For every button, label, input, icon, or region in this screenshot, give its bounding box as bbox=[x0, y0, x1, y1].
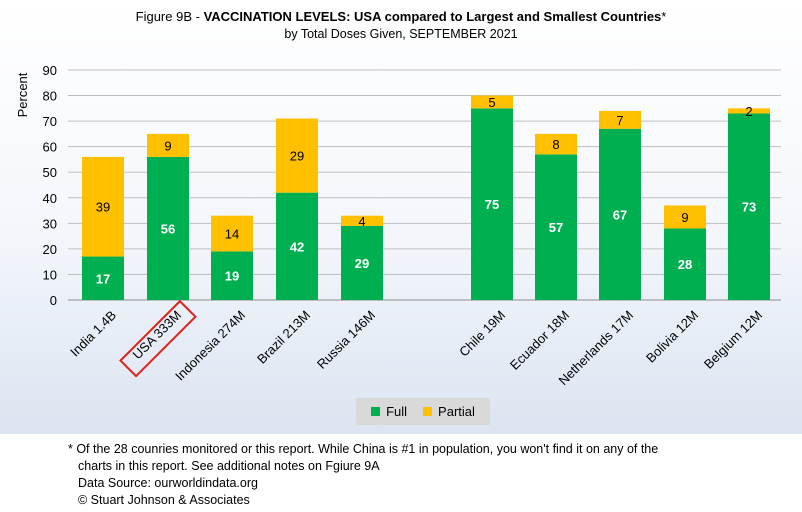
category-label: Russia 146M bbox=[314, 308, 378, 372]
data-label-full: 17 bbox=[96, 271, 110, 286]
bar-partial bbox=[599, 110, 641, 129]
y-tick-label: 60 bbox=[43, 140, 57, 155]
category-label: India 1.4B bbox=[67, 308, 119, 360]
chart-subtitle: by Total Doses Given, SEPTEMBER 2021 bbox=[284, 27, 518, 41]
bar-partial bbox=[535, 133, 577, 155]
legend-item-full: Full bbox=[371, 404, 407, 419]
data-label-partial: 4 bbox=[358, 214, 365, 229]
data-label-partial: 9 bbox=[164, 138, 171, 153]
y-axis-label: Percent bbox=[15, 72, 30, 117]
bar-full bbox=[82, 256, 124, 300]
y-tick-label: 80 bbox=[43, 89, 57, 104]
bar-partial bbox=[728, 108, 770, 114]
bar-full bbox=[341, 225, 383, 300]
data-label-full: 29 bbox=[355, 256, 369, 271]
y-tick-label: 40 bbox=[43, 191, 57, 206]
bar-full bbox=[664, 228, 706, 300]
footnote: * Of the 28 counries monitored or this r… bbox=[68, 441, 768, 509]
data-label-partial: 39 bbox=[96, 200, 110, 215]
y-tick-label: 30 bbox=[43, 216, 57, 231]
legend-swatch-partial bbox=[423, 407, 433, 416]
category-label: Chile 19M bbox=[456, 308, 508, 360]
bar-partial bbox=[471, 95, 513, 109]
bar-partial bbox=[341, 215, 383, 226]
data-label-full: 19 bbox=[225, 269, 239, 284]
y-tick-label: 70 bbox=[43, 114, 57, 129]
data-label-full: 57 bbox=[549, 220, 563, 235]
category-label: Ecuador 18M bbox=[507, 308, 572, 373]
bar-full bbox=[535, 154, 577, 300]
y-tick-label: 90 bbox=[43, 63, 57, 78]
category-label: Belgium 12M bbox=[701, 308, 765, 372]
bar-full bbox=[728, 113, 770, 300]
category-label: Indonesia 274M bbox=[172, 308, 248, 384]
data-label-full: 28 bbox=[678, 257, 692, 272]
y-tick-label: 20 bbox=[43, 242, 57, 257]
data-label-partial: 8 bbox=[552, 137, 559, 152]
data-label-full: 67 bbox=[613, 207, 627, 222]
data-label-full: 56 bbox=[161, 221, 175, 236]
data-label-full: 73 bbox=[742, 200, 756, 215]
legend: Full Partial bbox=[356, 398, 490, 425]
category-label: Bolivia 12M bbox=[643, 308, 701, 366]
title-main: VACCINATION LEVELS: USA compared to Larg… bbox=[203, 9, 662, 24]
data-label-partial: 2 bbox=[745, 104, 752, 119]
chart-panel: Figure 9B - VACCINATION LEVELS: USA comp… bbox=[0, 0, 802, 434]
legend-item-partial: Partial bbox=[423, 404, 475, 419]
title-asterisk: * bbox=[661, 9, 667, 24]
data-label-full: 42 bbox=[290, 239, 304, 254]
copyright-note: © Stuart Johnson & Associates bbox=[78, 493, 250, 507]
footnote-line-1: * Of the 28 counries monitored or this r… bbox=[68, 442, 659, 456]
highlight-box bbox=[119, 299, 197, 378]
bar-full bbox=[599, 128, 641, 300]
bar-full bbox=[471, 108, 513, 300]
legend-label-partial: Partial bbox=[438, 404, 475, 419]
data-label-partial: 7 bbox=[616, 113, 623, 128]
data-label-partial: 9 bbox=[681, 210, 688, 225]
bar-partial bbox=[82, 156, 124, 257]
data-label-full: 75 bbox=[485, 197, 499, 212]
legend-swatch-full bbox=[371, 407, 381, 416]
bar-full bbox=[276, 192, 318, 300]
title-prefix: Figure 9B - bbox=[135, 9, 204, 24]
stacked-bar-chart: 0 10 20 30 40 50 60 70 80 90 Percent 17 39 India 1.4B… bbox=[15, 63, 781, 388]
data-source-note: Data Source: ourworldindata.org bbox=[78, 476, 258, 490]
bar-partial bbox=[664, 205, 706, 229]
chart-title: Figure 9B - VACCINATION LEVELS: USA comp… bbox=[0, 9, 802, 25]
bar-partial bbox=[147, 133, 189, 157]
bar-full bbox=[147, 156, 189, 300]
data-label-partial: 29 bbox=[290, 149, 304, 164]
data-label-partial: 14 bbox=[225, 227, 239, 242]
y-tick-label: 50 bbox=[43, 165, 57, 180]
bar-partial bbox=[276, 118, 318, 193]
y-tick-label: 0 bbox=[50, 293, 57, 308]
bar-partial bbox=[211, 215, 253, 252]
bar-full bbox=[211, 251, 253, 300]
category-label: Brazil 213M bbox=[254, 308, 313, 367]
y-tick-label: 10 bbox=[43, 267, 57, 282]
legend-label-full: Full bbox=[386, 404, 408, 419]
data-label-partial: 5 bbox=[488, 95, 495, 110]
footnote-line-2: charts in this report. See additional no… bbox=[78, 459, 380, 473]
